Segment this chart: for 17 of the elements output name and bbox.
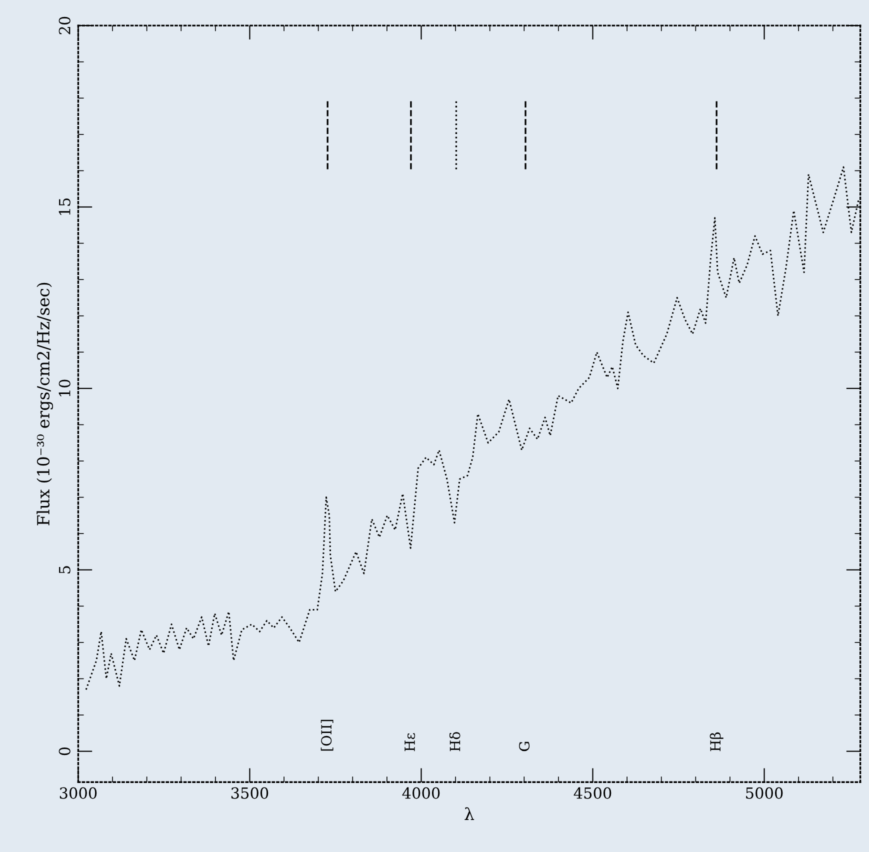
y-axis-title: Flux (10⁻³⁰ ergs/cm2/Hz/sec) <box>36 282 54 526</box>
annotation: [OII] <box>320 720 334 751</box>
y-tick-label: 20 <box>58 16 70 34</box>
y-tick-label: 0 <box>58 747 70 756</box>
annotation: Hδ <box>449 732 460 752</box>
x-tick-label: 4000 <box>402 787 440 799</box>
y-tick-label: 5 <box>59 566 70 574</box>
annotation: Hβ <box>710 732 724 752</box>
y-tick-label: 10 <box>58 380 70 396</box>
x-tick-label: 5000 <box>746 787 783 799</box>
annotation: G <box>519 742 530 752</box>
x-tick-label: 3000 <box>60 787 97 799</box>
y-tick-label: 15 <box>58 198 70 215</box>
x-tick-label: 4500 <box>574 787 612 799</box>
annotation: Hε <box>404 733 416 752</box>
x-axis-title: λ <box>464 807 474 820</box>
x-tick-label: 3500 <box>231 787 268 799</box>
